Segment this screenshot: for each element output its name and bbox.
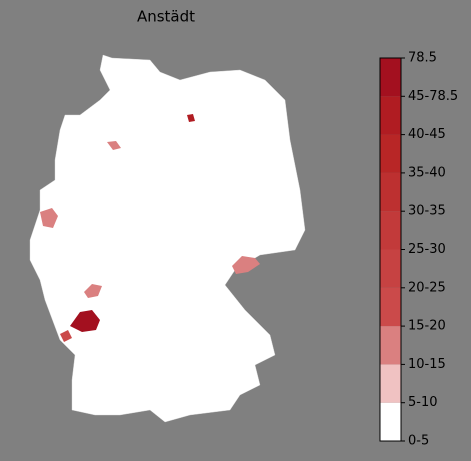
region-mid	[40, 208, 58, 228]
colorbar-segment	[380, 287, 401, 327]
colorbar-label: 10-15	[408, 357, 446, 372]
colorbar-segment	[380, 364, 401, 403]
colorbar-label: 45-78.5	[408, 89, 458, 104]
region-mid	[232, 256, 260, 274]
colorbar-label: 5-10	[408, 395, 438, 410]
germany-map	[29, 54, 306, 423]
colorbar-label: 78.5	[408, 51, 437, 66]
colorbar-label: 40-45	[408, 127, 446, 142]
colorbar-label: 30-35	[408, 204, 446, 219]
colorbar-segment	[380, 96, 401, 135]
region-mid	[84, 284, 102, 298]
region-top	[70, 310, 100, 332]
colorbar-segment	[380, 134, 401, 173]
colorbar-label: 0-5	[408, 434, 429, 449]
colorbar-segment	[380, 172, 401, 212]
colorbar-label: 20-25	[408, 280, 446, 295]
colorbar-segment	[380, 58, 401, 97]
region-mid	[107, 141, 121, 150]
country-outline	[29, 54, 306, 423]
colorbar-segment	[380, 402, 401, 441]
colorbar-segment	[380, 326, 401, 365]
colorbar-label: 35-40	[408, 165, 446, 180]
colorbar: 0-5 5-10 10-15 15-20 20-25 25-30 30-35 35-40 40-…	[379, 51, 458, 449]
map-title: Anstädt	[137, 8, 195, 26]
colorbar-label: 25-30	[408, 242, 446, 257]
region-high	[187, 114, 195, 122]
region-upper	[60, 330, 72, 342]
colorbar-segment	[380, 249, 401, 288]
colorbar-label: 15-20	[408, 319, 446, 334]
colorbar-segment	[380, 211, 401, 250]
